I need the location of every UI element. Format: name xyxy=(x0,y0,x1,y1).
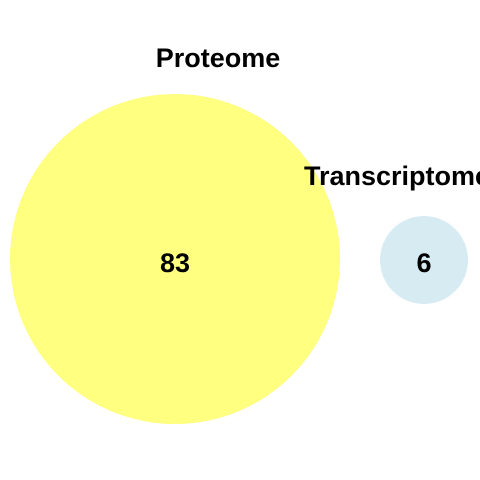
proteome-count: 83 xyxy=(160,248,190,278)
transcriptome-circle xyxy=(380,216,468,304)
proteome-set-label: Proteome xyxy=(156,43,281,73)
transcriptome-set-label: Transcriptome xyxy=(304,161,480,191)
transcriptome-count: 6 xyxy=(416,248,431,278)
proteome-circle xyxy=(10,94,340,424)
